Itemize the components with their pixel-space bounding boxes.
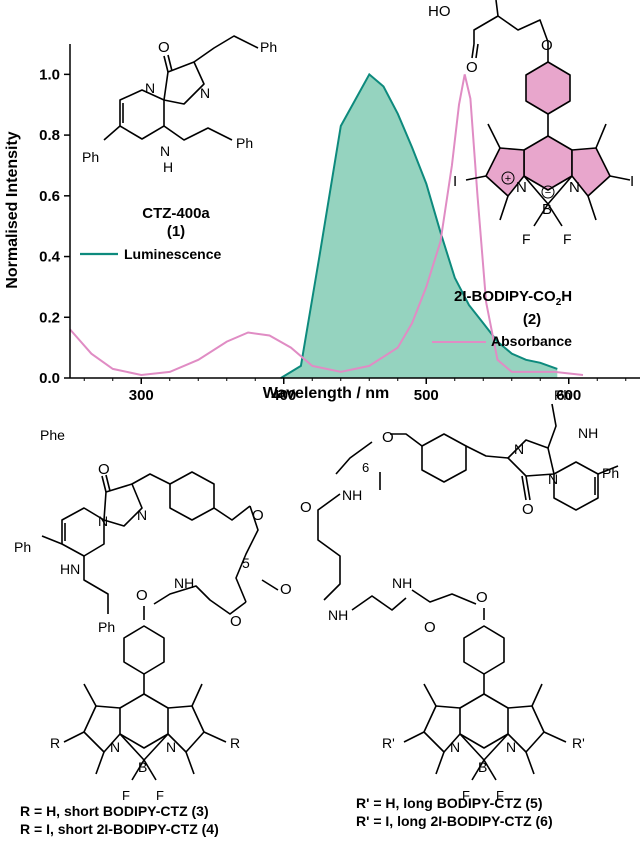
short-amide-o: O	[280, 581, 292, 598]
short-n-left: N	[110, 739, 120, 755]
y-tick-label: 0.8	[39, 127, 60, 144]
absorbance-line	[69, 74, 584, 377]
x-ticks: 300 400 500 600	[83, 378, 627, 404]
bodipy-plus: +	[505, 173, 511, 185]
bodipy-name-sub: 2	[556, 297, 562, 308]
short-ctz-ph2: Ph	[98, 619, 115, 635]
short-amide-o2: O	[230, 613, 242, 630]
bodipy-co2h-structure: HO O O I I N N B F F + −	[428, 0, 634, 247]
long-linker-ctz: Ph NH Ph N N O O 6 NH O NH NH O O R' R' …	[300, 387, 619, 803]
short-n-right: N	[166, 739, 176, 755]
ctz-number: (1)	[167, 223, 185, 240]
bodipy-minus: −	[545, 187, 551, 199]
ctz-n2: N	[200, 85, 210, 101]
long-ether-o: O	[382, 429, 394, 446]
short-r-right: R	[230, 735, 240, 751]
long-amide-o2: O	[424, 619, 436, 636]
short-ctz-hn: HN	[60, 561, 80, 577]
long-nh2: NH	[328, 607, 348, 623]
long-f1: F	[462, 788, 470, 803]
long-n-left: N	[450, 739, 460, 755]
short-b: B	[138, 759, 147, 775]
long-phenol-o: O	[476, 589, 488, 606]
bodipy-n-right: N	[569, 179, 580, 196]
long-ctz-n: N	[514, 441, 524, 457]
ctz-n1: N	[145, 80, 155, 96]
short-ctz-n: N	[137, 507, 147, 523]
long-ctz-ph2: Ph	[602, 465, 619, 481]
short-sub5: 5	[242, 555, 250, 571]
y-tick-label: 1.0	[39, 66, 60, 83]
long-sub6: 6	[362, 460, 369, 475]
long-label-2: R' = I, long 2I-BODIPY-CTZ (6)	[356, 813, 553, 829]
phe-label: Phe	[40, 427, 65, 443]
short-f1: F	[122, 788, 130, 803]
long-ctz-o: O	[522, 501, 534, 518]
ctz-ph3: Ph	[82, 149, 99, 165]
bodipy-f2: F	[563, 231, 572, 247]
long-r-right: R'	[572, 735, 585, 751]
long-amide-o: O	[300, 499, 312, 516]
x-tick-label: 500	[414, 387, 439, 404]
long-r-left: R'	[382, 735, 395, 751]
bodipy-name-tail: H	[561, 288, 572, 305]
bodipy-i-left: I	[453, 173, 457, 190]
ctz-name: CTZ-400a	[142, 205, 210, 222]
x-tick-label: 400	[271, 387, 296, 404]
short-ctz-ph1: Ph	[14, 539, 31, 555]
short-label-2: R = I, short 2I-BODIPY-CTZ (4)	[20, 821, 219, 837]
bodipy-carbonyl-o: O	[466, 59, 478, 76]
long-nh: NH	[342, 487, 362, 503]
spectrum-chart: 300 400 500 600 0.0 0.2 0.4 0.6 0.8 1.0 Waveleng…	[4, 44, 640, 404]
short-r-left: R	[50, 735, 60, 751]
short-ctz-n2: N	[98, 513, 108, 529]
bodipy-b: B	[542, 201, 552, 218]
bodipy-ether-o: O	[541, 37, 553, 54]
short-linker-ctz: O N N HN Ph Ph O 5 O O NH O R R N N B F …	[14, 461, 292, 803]
y-tick-label: 0.0	[39, 370, 60, 387]
long-n-right: N	[506, 739, 516, 755]
bodipy-f1: F	[522, 231, 531, 247]
long-label-1: R' = H, long BODIPY-CTZ (5)	[356, 795, 543, 811]
long-ctz-n2: N	[548, 471, 558, 487]
short-ether-o: O	[252, 507, 264, 524]
luminescence-area	[280, 74, 558, 379]
short-f2: F	[156, 788, 164, 803]
bodipy-ho: HO	[428, 3, 451, 20]
long-ctz-ph1: Ph	[554, 387, 571, 403]
y-tick-label: 0.2	[39, 309, 60, 326]
ctz-n3: N	[160, 143, 170, 159]
bodipy-i-right: I	[630, 173, 634, 190]
luminescence-label: Luminescence	[124, 246, 221, 262]
short-label-1: R = H, short BODIPY-CTZ (3)	[20, 803, 209, 819]
bodipy-name: 2I-BODIPY-CO2H	[454, 288, 572, 308]
y-ticks: 0.0 0.2 0.4 0.6 0.8 1.0	[39, 66, 70, 387]
long-f2: F	[496, 788, 504, 803]
ctz-oxygen: O	[158, 39, 170, 56]
y-axis-label: Normalised Intensity	[4, 131, 21, 288]
luminescence-line	[280, 72, 558, 379]
short-phenol-o: O	[136, 587, 148, 604]
ctz-400a-structure: O N N N H Ph Ph Ph	[82, 35, 277, 175]
ctz-ph1: Ph	[260, 39, 277, 55]
bodipy-name-main: 2I-BODIPY-CO	[454, 288, 556, 305]
absorbance-label: Absorbance	[491, 333, 572, 349]
x-axis-label: Wavelength / nm	[263, 385, 390, 402]
short-ctz-o: O	[98, 461, 110, 478]
long-ctz-nh: NH	[578, 425, 598, 441]
short-nh: NH	[174, 575, 194, 591]
x-tick-label: 300	[129, 387, 154, 404]
bodipy-n-left: N	[516, 179, 527, 196]
ctz-h: H	[163, 159, 173, 175]
x-tick-label: 600	[556, 387, 581, 404]
ctz-ph2: Ph	[236, 135, 253, 151]
long-nh3: NH	[392, 575, 412, 591]
bodipy-number: (2)	[523, 311, 541, 328]
y-tick-label: 0.4	[39, 249, 61, 266]
svg-text:2I-BODIPY-CO2H: 2I-BODIPY-CO2H	[454, 288, 572, 308]
y-tick-label: 0.6	[39, 188, 60, 205]
long-b: B	[478, 759, 487, 775]
